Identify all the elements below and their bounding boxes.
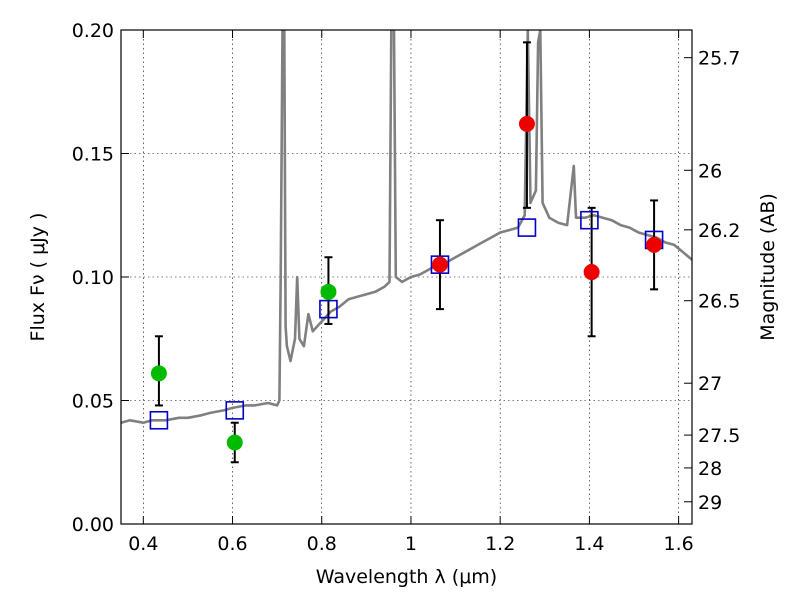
spectrum-series xyxy=(121,30,692,425)
x-tick-label: 0.8 xyxy=(307,533,337,555)
y-tick-label: 0.15 xyxy=(72,144,114,166)
infrared-point xyxy=(431,256,448,273)
y-tick-label: 0.00 xyxy=(72,514,114,536)
x-tick-label: 1.4 xyxy=(574,533,604,555)
y-right-tick-label: 26 xyxy=(698,160,722,182)
optical-point xyxy=(226,434,243,451)
model-bandpass-series xyxy=(149,210,664,430)
model-square-marker xyxy=(430,255,450,274)
x-tick-label: 1 xyxy=(405,533,417,555)
infrared-point xyxy=(518,115,535,132)
x-tick-label: 0.6 xyxy=(217,533,247,555)
y-right-tick-label: 27 xyxy=(698,373,722,395)
photometry-series xyxy=(150,115,663,451)
axis-ticks xyxy=(121,29,692,525)
y-right-tick-label: 25.7 xyxy=(698,48,740,70)
y-tick-label: 0.10 xyxy=(72,267,114,289)
x-axis-label: Wavelength λ (μm) xyxy=(316,566,497,588)
optical-point xyxy=(150,365,167,382)
y-axis-right-label: Magnitude (AB) xyxy=(757,193,779,341)
gridlines xyxy=(121,29,692,525)
model-square-marker xyxy=(225,401,245,420)
optical-point xyxy=(320,283,337,300)
errorbar-group xyxy=(154,41,659,464)
spectrum-line xyxy=(121,30,692,425)
x-tick-label: 0.4 xyxy=(128,533,158,555)
model-square-marker xyxy=(580,210,599,230)
y-tick-label: 0.05 xyxy=(72,391,114,413)
model-square-marker xyxy=(319,299,338,319)
y-right-tick-label: 26.2 xyxy=(698,220,740,242)
y-right-tick-label: 27.5 xyxy=(698,425,740,447)
model-square-marker xyxy=(517,218,537,237)
y-right-tick-label: 26.5 xyxy=(698,291,740,313)
model-square-marker xyxy=(149,410,169,430)
y-tick-label: 0.20 xyxy=(72,20,114,42)
infrared-point xyxy=(646,236,663,253)
y-right-tick-label: 29 xyxy=(698,492,722,514)
y-right-tick-label: 28 xyxy=(698,458,722,480)
x-tick-label: 1.6 xyxy=(664,533,694,555)
tick-labels: 0.4 0.6 0.8 1 1.2 1.4 1.6 0.00 0.05 0.10 0.15 0.20 2… xyxy=(72,20,741,555)
y-axis-label: Flux Fν ( μJy ) xyxy=(27,213,49,342)
x-tick-label: 1.2 xyxy=(485,533,515,555)
infrared-point xyxy=(583,264,600,281)
